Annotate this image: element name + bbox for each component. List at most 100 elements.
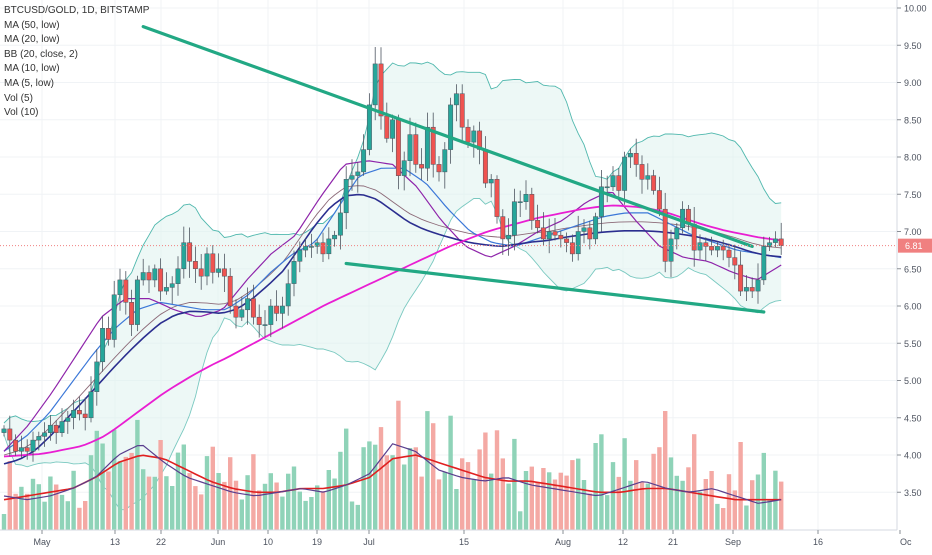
bollinger-upper-band xyxy=(3,61,782,424)
candle-body xyxy=(146,272,152,281)
candle-body xyxy=(709,246,715,251)
volume-bar xyxy=(616,476,621,530)
candle-body xyxy=(552,231,558,236)
volume-bar xyxy=(320,491,326,530)
time-axis-label: Aug xyxy=(555,537,571,547)
last-price-label: 6.81 xyxy=(905,241,923,251)
candle-body xyxy=(210,253,216,273)
volume-bar xyxy=(384,455,389,530)
candle-body xyxy=(662,208,668,262)
candle-body xyxy=(332,234,338,240)
volume-bar xyxy=(599,434,604,530)
candle-body xyxy=(140,272,146,281)
volume-bar xyxy=(610,462,616,530)
candle-body xyxy=(772,238,778,243)
candle-body xyxy=(778,238,784,246)
volume-bar xyxy=(460,458,465,530)
candle-body xyxy=(732,257,738,266)
volume-bar xyxy=(703,479,708,530)
candle-body xyxy=(645,175,651,180)
candle-body xyxy=(291,261,297,284)
candle-body xyxy=(540,227,546,240)
volume-bar xyxy=(425,411,430,530)
price-axis-label: 9.00 xyxy=(904,78,922,88)
candle-body xyxy=(453,93,459,106)
volume-bar xyxy=(726,474,732,530)
time-axis-label: 13 xyxy=(110,537,120,547)
volume-bar xyxy=(541,468,546,530)
volume-bar xyxy=(651,453,656,530)
candle-body xyxy=(436,164,442,173)
volume-bar xyxy=(187,473,192,530)
candle-body xyxy=(639,164,645,180)
candle-body xyxy=(680,208,686,229)
candle-body xyxy=(268,305,274,325)
volume-bar xyxy=(558,472,563,530)
candle-body xyxy=(123,279,129,303)
volume-bar xyxy=(454,489,459,530)
volume-bar xyxy=(338,451,343,530)
candle-body xyxy=(691,223,697,251)
volume-bar xyxy=(239,499,244,530)
candle-body xyxy=(158,268,164,292)
price-axis-label: 7.00 xyxy=(904,227,922,237)
candle-body xyxy=(674,227,680,240)
candle-body xyxy=(134,279,140,325)
volume-bar xyxy=(750,480,755,530)
candle-body xyxy=(593,216,599,240)
volume-bar xyxy=(547,472,552,530)
candle-body xyxy=(18,447,24,452)
upper-trendline[interactable] xyxy=(141,25,754,248)
candle-body xyxy=(320,242,326,255)
volume-bar xyxy=(361,447,366,530)
candle-body xyxy=(216,268,222,273)
candle-body xyxy=(459,93,465,128)
candle-body xyxy=(558,234,564,240)
volume-bar xyxy=(65,501,70,530)
time-axis-label: 10 xyxy=(263,537,273,547)
candle-body xyxy=(517,201,523,203)
lower-trendline[interactable] xyxy=(344,261,766,314)
volume-bar xyxy=(303,500,308,530)
candle-body xyxy=(627,153,633,158)
price-axis-label: 5.50 xyxy=(904,339,922,349)
volume-bar xyxy=(344,428,349,530)
candle-body xyxy=(697,242,703,251)
volume-bar xyxy=(709,471,714,530)
volume-bar xyxy=(390,455,395,530)
time-axis-label: 12 xyxy=(618,537,628,547)
volume-bar xyxy=(100,443,105,530)
volume-bar xyxy=(697,491,703,530)
volume-bar xyxy=(645,483,650,530)
price-axis-label: 7.50 xyxy=(904,190,922,200)
candle-body xyxy=(163,287,169,292)
volume-bar xyxy=(396,400,401,530)
candle-body xyxy=(71,410,77,418)
ma-20-line xyxy=(3,185,782,456)
candle-body xyxy=(245,298,251,311)
volume-bar xyxy=(286,473,291,530)
volume-bar xyxy=(755,474,761,530)
candle-body xyxy=(366,104,372,150)
volume-bar xyxy=(309,497,314,530)
volume-bar xyxy=(152,476,157,530)
volume-bar xyxy=(349,501,355,530)
candle-body xyxy=(395,119,401,176)
candle-body xyxy=(633,153,639,165)
candle-body xyxy=(256,316,262,325)
price-axis-label: 6.50 xyxy=(904,264,922,274)
volume-bar xyxy=(721,508,726,530)
candle-body xyxy=(204,253,210,277)
volume-bar xyxy=(117,461,123,530)
volume-bar xyxy=(767,499,772,530)
volume-bar xyxy=(663,411,668,530)
candle-body xyxy=(616,175,622,191)
candle-body xyxy=(65,417,71,422)
bollinger-band-fill xyxy=(4,62,782,510)
volume-bar xyxy=(489,473,494,530)
candle-body xyxy=(506,234,512,240)
volume-bar xyxy=(744,505,749,530)
candle-body xyxy=(511,201,517,236)
